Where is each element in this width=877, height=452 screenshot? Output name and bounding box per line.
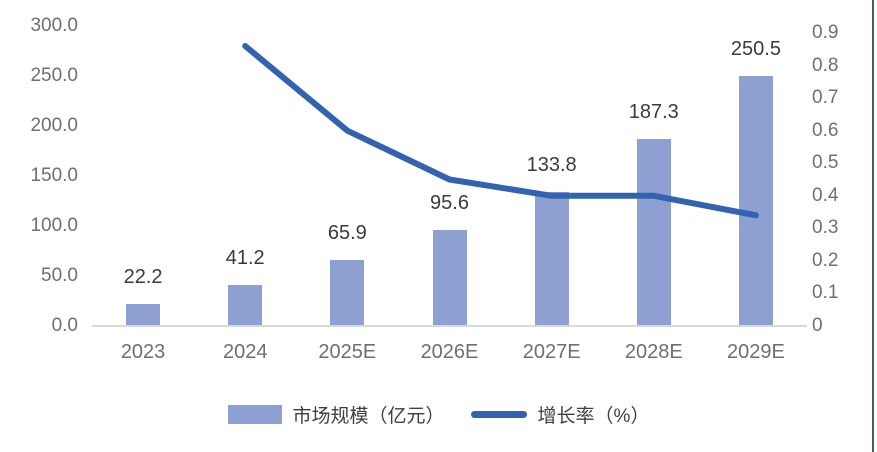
right-axis-tick-label: 0.9 [812,22,839,43]
bar-data-label: 41.2 [225,246,265,269]
market-size-bar [534,192,569,326]
left-axis-tick-label: 200.0 [30,115,78,136]
bar-data-label: 250.5 [730,37,781,60]
x-axis-tick-label: 2026E [420,341,479,363]
right-border-line [872,0,874,452]
x-axis-tick-label: 2029E [726,341,785,363]
market-size-bar [330,260,365,326]
right-axis-tick-label: 0.5 [812,152,839,174]
x-axis-tick-label: 2023 [120,341,166,363]
x-axis-line [92,325,807,327]
bar-data-label: 95.6 [430,192,469,215]
left-axis-tick-label: 300.0 [30,15,78,36]
bar-data-label: 65.9 [327,222,367,245]
legend: 市场规模（亿元） 增长率（%） [0,398,877,430]
legend-line-label: 增长率（%） [537,405,650,427]
bar-data-label: 187.3 [628,100,679,123]
legend-item-growth-rate: 增长率（%） [470,401,650,428]
x-axis-tick-label: 2027E [522,341,581,363]
growth-rate-line [242,43,759,219]
bar-data-label: 22.2 [123,265,163,288]
left-axis-tick-label: 50.0 [41,265,78,286]
left-axis-tick-label: 250.0 [30,65,78,86]
x-axis-tick-label: 2025E [318,341,377,363]
market-size-bar [228,284,263,326]
bar-data-label: 133.8 [526,154,577,177]
legend-line-swatch [470,410,527,418]
x-axis-tick-label: 2024 [222,341,268,363]
legend-item-market-size: 市场规模（亿元） [227,401,445,428]
market-size-bar [126,303,161,326]
right-axis-tick-label: 0.6 [812,119,839,141]
right-axis-tick-label: 0.1 [812,282,839,304]
legend-bar-swatch [227,404,282,424]
legend-bar-label: 市场规模（亿元） [292,405,445,427]
right-axis-tick-label: 0.8 [812,54,839,76]
growth-line-layer [242,43,759,219]
market-size-bar [738,75,773,326]
right-axis-tick-label: 0.3 [812,217,839,239]
left-axis-tick-label: 0.0 [51,315,78,336]
x-axis-tick-label: 2028E [624,341,683,363]
market-size-bar [432,230,467,326]
market-size-bar [636,138,671,326]
left-axis-tick-label: 150.0 [30,165,78,186]
right-axis-tick-label: 0.7 [812,87,839,109]
right-axis-tick-label: 0.2 [812,249,839,271]
right-axis-tick-label: 0.4 [812,184,839,206]
left-axis-tick-label: 100.0 [30,215,78,236]
right-axis-tick-label: 0 [812,315,823,336]
